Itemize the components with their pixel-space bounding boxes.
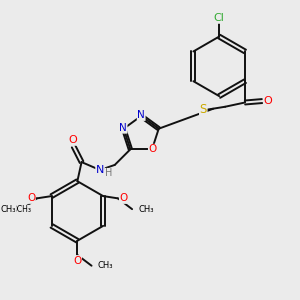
- Text: O: O: [264, 96, 273, 106]
- Text: CH₃: CH₃: [138, 205, 154, 214]
- Text: O: O: [73, 256, 82, 266]
- Text: O: O: [27, 194, 35, 203]
- Text: N: N: [119, 123, 127, 133]
- Text: H: H: [105, 168, 112, 178]
- Text: O: O: [148, 144, 157, 154]
- Text: O: O: [119, 194, 128, 203]
- Text: N: N: [96, 165, 104, 175]
- Text: O: O: [69, 135, 77, 145]
- Text: Cl: Cl: [214, 13, 225, 23]
- Text: OCH₃: OCH₃: [11, 205, 31, 214]
- Text: N: N: [137, 110, 145, 120]
- Text: CH₃: CH₃: [98, 261, 113, 270]
- Text: CH₃: CH₃: [1, 205, 16, 214]
- Text: S: S: [200, 103, 207, 116]
